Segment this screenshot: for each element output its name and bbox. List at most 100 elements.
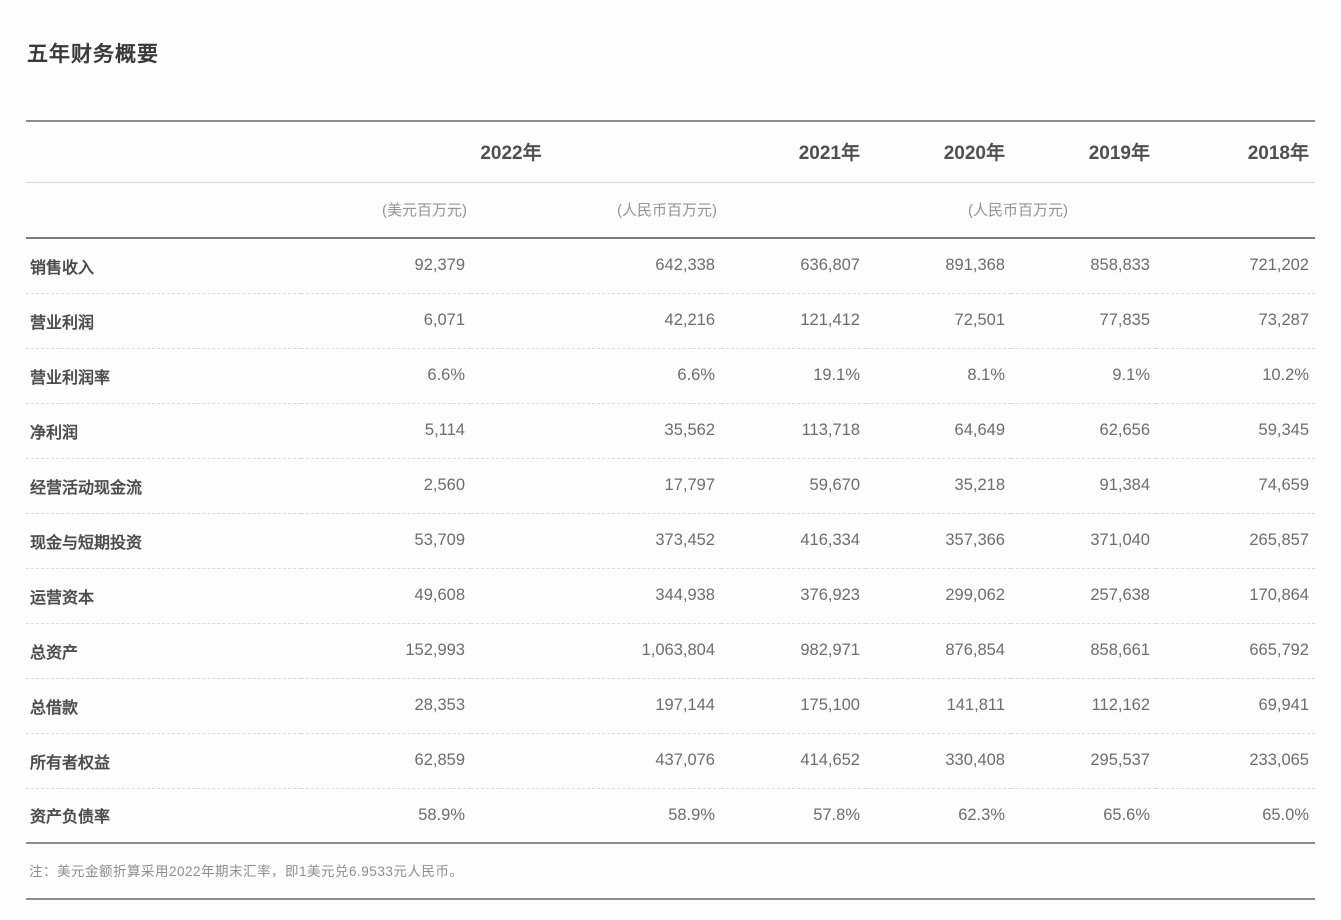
cell-2021: 175,100 — [800, 696, 860, 714]
cell-2019: 257,638 — [1090, 586, 1150, 604]
cell-2021: 414,652 — [800, 751, 860, 769]
cell-rmb-2022: 344,938 — [655, 586, 715, 604]
table-row-total-assets: 总资产 152,993 1,063,804 982,971 876,854 85… — [26, 623, 1315, 678]
table-row-cash-short-term-investments: 现金与短期投资 53,709 373,452 416,334 357,366 3… — [26, 513, 1315, 568]
cell-2021: 636,807 — [800, 256, 860, 275]
cell-2020: 876,854 — [945, 641, 1005, 659]
cell-2021: 982,971 — [800, 641, 860, 659]
cell-2019: 65.6% — [1103, 805, 1150, 824]
cell-usd-2022: 5,114 — [424, 421, 465, 439]
cell-2019: 295,537 — [1090, 751, 1150, 769]
cell-2018: 10.2% — [1262, 366, 1309, 384]
cell-2018: 69,941 — [1258, 696, 1309, 714]
table-row-operating-profit: 营业利润 6,071 42,216 121,412 72,501 77,835 … — [26, 293, 1315, 348]
cell-usd-2022: 53,709 — [414, 531, 465, 549]
row-label: 经营活动现金流 — [30, 479, 143, 497]
table-row-operating-cash-flow: 经营活动现金流 2,560 17,797 59,670 35,218 91,38… — [26, 458, 1315, 513]
cell-2018: 721,202 — [1249, 256, 1309, 275]
cell-2019: 371,040 — [1090, 531, 1150, 549]
cell-2018: 265,857 — [1249, 531, 1309, 549]
cell-2018: 74,659 — [1258, 476, 1309, 494]
row-label: 总资产 — [30, 644, 79, 662]
cell-rmb-2022: 197,144 — [655, 696, 715, 714]
cell-2018: 73,287 — [1258, 311, 1309, 329]
cell-rmb-2022: 642,338 — [655, 256, 715, 275]
cell-2019: 858,661 — [1090, 641, 1150, 659]
cell-2020: 64,649 — [954, 421, 1005, 439]
column-header-2019: 2019年 — [1088, 143, 1150, 165]
exchange-rate-footnote: 注：美元金额折算采用2022年期末汇率，即1美元兑6.9533元人民币。 — [26, 844, 1315, 900]
cell-rmb-2022: 35,562 — [664, 421, 715, 439]
table-header: 2022年 2021年 2020年 2019年 2018年 (美元百万元) (人… — [26, 121, 1315, 238]
cell-2018: 170,864 — [1249, 586, 1309, 604]
header-spacer — [26, 182, 301, 238]
cell-2019: 858,833 — [1090, 256, 1150, 275]
cell-2021: 121,412 — [800, 311, 860, 329]
page-title: 五年财务概要 — [27, 43, 159, 66]
cell-usd-2022: 28,353 — [414, 696, 465, 714]
cell-2020: 141,811 — [946, 696, 1005, 714]
unit-header-rmb-2022: (人民币百万元) — [617, 202, 717, 220]
cell-2020: 8.1% — [967, 366, 1005, 384]
column-header-2022: 2022年 — [480, 143, 542, 165]
table-row-owners-equity: 所有者权益 62,859 437,076 414,652 330,408 295… — [26, 733, 1315, 788]
cell-usd-2022: 6,071 — [423, 311, 465, 329]
cell-2021: 59,670 — [809, 476, 860, 494]
cell-usd-2022: 62,859 — [414, 751, 465, 769]
cell-usd-2022: 92,379 — [414, 256, 465, 275]
row-label: 营业利润率 — [30, 369, 111, 387]
cell-rmb-2022: 6.6% — [677, 366, 715, 384]
cell-2019: 9.1% — [1112, 366, 1150, 384]
cell-rmb-2022: 437,076 — [655, 751, 715, 769]
table-row-working-capital: 运营资本 49,608 344,938 376,923 299,062 257,… — [26, 568, 1315, 623]
cell-rmb-2022: 58.9% — [668, 805, 715, 824]
unit-header-rmb-prior-years: (人民币百万元) — [968, 202, 1068, 220]
cell-rmb-2022: 373,452 — [655, 531, 715, 549]
cell-2019: 62,656 — [1099, 421, 1150, 439]
cell-2020: 35,218 — [954, 476, 1005, 494]
cell-usd-2022: 152,993 — [405, 641, 465, 659]
cell-2018: 59,345 — [1258, 421, 1309, 439]
cell-2018: 233,065 — [1249, 751, 1309, 769]
cell-2020: 299,062 — [945, 586, 1005, 604]
cell-usd-2022: 6.6% — [427, 366, 465, 384]
cell-2018: 65.0% — [1262, 805, 1309, 824]
row-label: 净利润 — [30, 424, 79, 442]
cell-rmb-2022: 42,216 — [664, 311, 715, 329]
table-row-revenue: 销售收入 92,379 642,338 636,807 891,368 858,… — [26, 238, 1315, 293]
cell-2021: 57.8% — [813, 805, 860, 824]
row-label: 总借款 — [30, 699, 79, 717]
cell-2021: 113,718 — [801, 421, 860, 439]
column-header-2020: 2020年 — [943, 143, 1005, 165]
row-label: 运营资本 — [30, 589, 95, 607]
row-label: 销售收入 — [30, 259, 95, 277]
cell-2021: 416,334 — [800, 531, 860, 549]
row-label: 所有者权益 — [30, 754, 111, 772]
cell-2020: 72,501 — [954, 311, 1005, 329]
row-label: 现金与短期投资 — [30, 534, 143, 552]
cell-rmb-2022: 17,797 — [664, 476, 715, 494]
cell-2020: 330,408 — [945, 751, 1005, 769]
cell-2019: 112,162 — [1091, 696, 1150, 714]
table-row-total-borrowings: 总借款 28,353 197,144 175,100 141,811 112,1… — [26, 678, 1315, 733]
cell-2020: 62.3% — [958, 805, 1005, 824]
unit-header-usd: (美元百万元) — [382, 202, 467, 220]
cell-rmb-2022: 1,063,804 — [641, 641, 715, 659]
table-row-net-profit: 净利润 5,114 35,562 113,718 64,649 62,656 5… — [26, 403, 1315, 458]
unit-header-row: (美元百万元) (人民币百万元) (人民币百万元) — [26, 182, 1315, 238]
cell-2021: 19.1% — [813, 366, 860, 384]
row-label: 营业利润 — [30, 314, 95, 332]
cell-2020: 357,366 — [945, 531, 1005, 549]
cell-2021: 376,923 — [800, 586, 860, 604]
header-spacer — [26, 121, 301, 182]
table-row-debt-ratio: 资产负债率 58.9% 58.9% 57.8% 62.3% 65.6% 65.0… — [26, 788, 1315, 843]
cell-usd-2022: 58.9% — [418, 805, 465, 824]
cell-2020: 891,368 — [945, 256, 1005, 275]
cell-2019: 91,384 — [1099, 476, 1150, 494]
column-header-2021: 2021年 — [798, 143, 860, 165]
cell-usd-2022: 49,608 — [414, 586, 465, 604]
row-label: 资产负债率 — [30, 809, 111, 827]
cell-2019: 77,835 — [1099, 311, 1150, 329]
cell-2018: 665,792 — [1249, 641, 1309, 659]
